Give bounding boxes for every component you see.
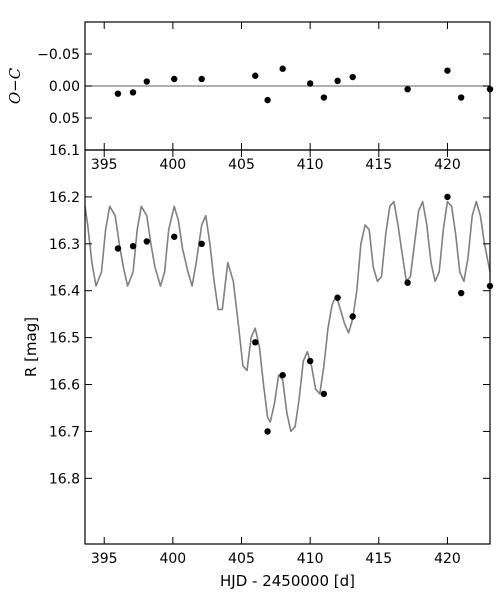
lc-y-tick-label: 16.1 (49, 143, 80, 159)
lc-x-tick-label-top: 410 (297, 157, 324, 173)
lc-x-tick-label-top: 405 (228, 157, 255, 173)
oc-point (252, 72, 259, 79)
lc-y-tick-label: 16.5 (49, 331, 80, 347)
lc-y-tick-label: 16.3 (49, 237, 80, 253)
oc-point (129, 89, 137, 96)
oc-point (320, 94, 328, 101)
light-curve-panel-frame (84, 149, 491, 545)
observed-points-group (114, 193, 494, 435)
observed-point (114, 245, 122, 252)
oc-point (143, 78, 150, 85)
observed-point (279, 371, 286, 379)
oc-residual-panel: −0.05 0.00 0.05 O−C (6, 21, 494, 151)
observed-point (143, 238, 150, 245)
lc-x-tick-label: 400 (159, 551, 186, 567)
lc-y-tick-label: 16.6 (49, 378, 80, 394)
lc-y-axis-label: R [mag] (22, 317, 40, 377)
oc-point (306, 80, 314, 87)
lc-y-tick-label: 16.2 (49, 190, 80, 206)
lc-y-tick-label: 16.4 (49, 284, 80, 300)
lc-x-tick-label-top: 395 (91, 157, 118, 173)
observed-point (334, 294, 341, 301)
observed-point (306, 357, 314, 365)
oc-y-tick-label: −0.05 (37, 47, 80, 63)
observed-point (171, 233, 178, 240)
lc-x-tick-label: 420 (434, 551, 461, 567)
lc-y-ticks: 16.1 16.2 16.3 16.4 16.5 16.6 16.7 16.8 (49, 143, 490, 487)
oc-point (457, 94, 465, 101)
oc-y-ticks: −0.05 0.00 0.05 (37, 47, 490, 127)
oc-point (264, 96, 271, 104)
observed-point (404, 279, 411, 286)
oc-y-tick-label: 0.05 (49, 111, 80, 127)
model-light-curve-line (84, 200, 491, 433)
lc-x-tick-label: 395 (91, 551, 118, 567)
observed-point (198, 240, 205, 248)
observed-point (320, 390, 328, 398)
lc-x-axis-label: HJD - 2450000 [d] (220, 572, 355, 590)
oc-point (334, 77, 341, 85)
oc-y-axis-label: O−C (6, 67, 24, 104)
observed-point (457, 289, 465, 297)
oc-point (279, 65, 286, 72)
lc-x-tick-label: 405 (228, 551, 255, 567)
observed-point (129, 242, 137, 250)
oc-x-ticks (103, 22, 448, 150)
lc-x-ticks: 395 400 405 410 415 420 395 400 405 410 415 420 (91, 150, 461, 567)
oc-point (404, 86, 411, 93)
lc-y-tick-label: 16.8 (49, 471, 80, 487)
lc-x-tick-label: 410 (297, 551, 324, 567)
oc-point (171, 75, 178, 83)
oc-y-tick-label: 0.00 (49, 79, 80, 95)
lc-y-tick-label: 16.7 (49, 424, 80, 440)
oc-point (114, 90, 122, 97)
oc-point (444, 67, 451, 74)
oc-point (198, 75, 205, 83)
lc-x-tick-label: 415 (365, 551, 392, 567)
observed-point (264, 428, 271, 435)
lc-x-tick-label-top: 400 (159, 157, 186, 173)
observed-point (252, 339, 259, 346)
oc-point (349, 73, 356, 81)
observed-point (349, 313, 356, 320)
lc-x-tick-label-top: 420 (434, 157, 461, 173)
observed-point (444, 193, 451, 201)
lc-x-tick-label-top: 415 (365, 157, 392, 173)
light-curve-panel: 16.1 16.2 16.3 16.4 16.5 16.6 16.7 16.8 395 400 4… (22, 143, 494, 590)
oc-points-group (114, 65, 494, 104)
